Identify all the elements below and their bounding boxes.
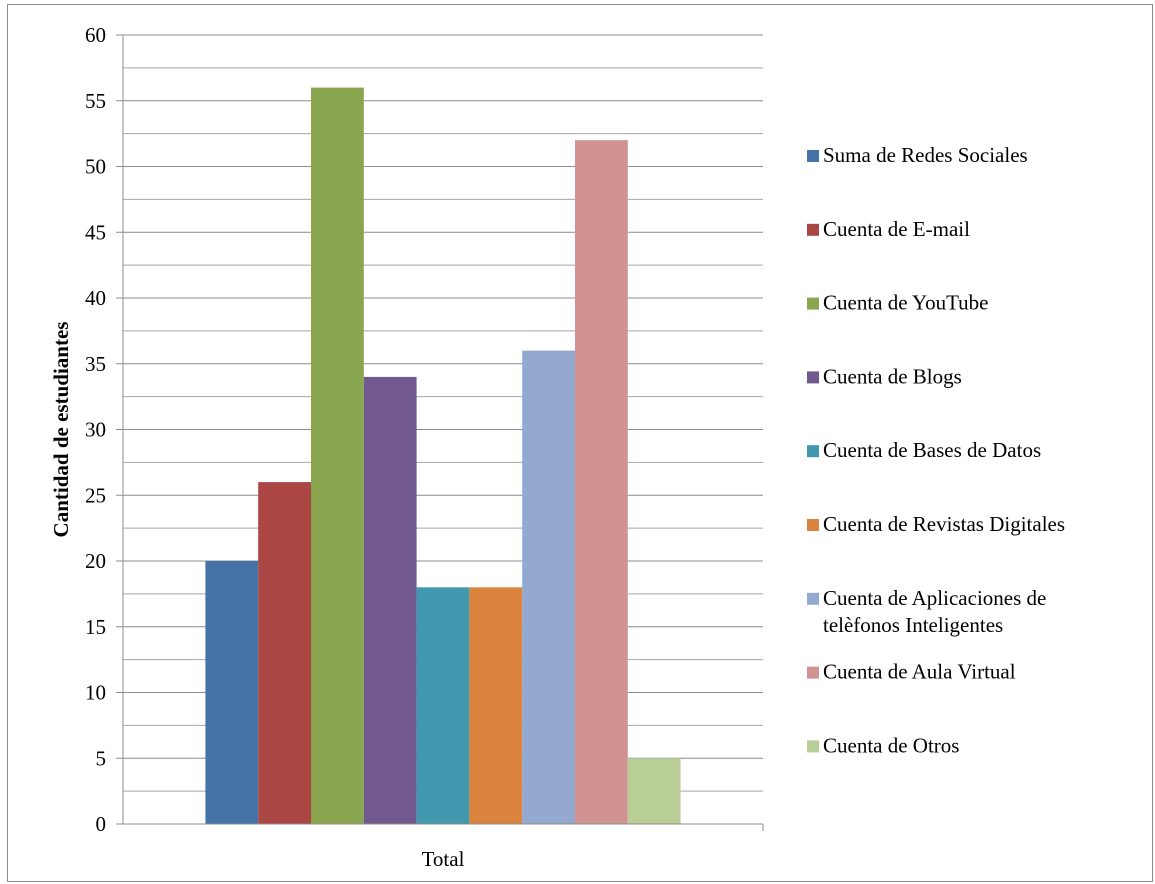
y-tick-label: 5 [96,746,107,770]
y-tick-label: 10 [85,681,106,705]
legend-label: Suma de Redes Sociales [823,143,1028,167]
legend-swatch [807,371,819,384]
legend-item: Cuenta de Revistas Digitales [807,512,1065,536]
bar-cuenta-de-e-mail [258,482,311,824]
y-tick-label: 40 [85,286,106,310]
legend-swatch [807,666,819,679]
legend-label: Cuenta de YouTube [823,291,989,315]
y-tick-label: 30 [85,418,106,442]
bar-cuenta-de-otros [627,758,681,824]
bar-cuenta-de-aula-virtual [575,140,628,824]
legend-swatch [807,592,819,605]
y-tick-label: 60 [85,23,106,47]
legend-item: Cuenta de Aplicaciones de telèfonos Intel… [807,586,1046,637]
axes [116,34,764,831]
bar-cuenta-de-revistas-digitales [469,587,523,824]
legend-item: Suma de Redes Sociales [807,143,1028,167]
x-tick-label: Total [422,847,465,871]
y-tick-label: 45 [85,220,106,244]
legend-swatch [807,519,819,531]
legend-swatch [807,445,819,458]
y-tick-label: 20 [85,549,106,573]
legend-swatch [807,740,819,753]
y-tick-label: 0 [96,812,107,836]
legend-label: Cuenta de Blogs [823,364,962,388]
bar-cuenta-de-youtube [311,87,364,825]
legend-label: Cuenta de Aula Virtual [823,660,1016,684]
y-tick-label: 35 [85,352,106,376]
legend: Suma de Redes Sociales Cuenta de E-mail Cu… [807,143,1065,757]
y-axis-title: Cantidad de estudiantes [49,322,73,538]
bars [205,87,681,825]
bar-cuenta-de-aplicaciones-de-tel-fonos-inteligentes [522,350,575,824]
y-tick-label: 50 [85,155,106,179]
legend-label: Cuenta de Aplicaciones de telèfonos Intel… [823,586,1046,637]
legend-label: Cuenta de Revistas Digitales [823,512,1065,536]
legend-item: Cuenta de Bases de Datos [807,438,1041,462]
y-tick-label: 15 [85,615,106,639]
legend-swatch [807,150,819,162]
legend-label: Cuenta de Bases de Datos [823,438,1041,462]
legend-swatch [807,297,819,310]
legend-item: Cuenta de Blogs [807,364,962,388]
y-tick-label: 25 [85,483,106,507]
legend-swatch [807,223,819,236]
bar-cuenta-de-blogs [363,376,417,824]
legend-item: Cuenta de Otros [807,733,959,757]
y-tick-labels: 0 5 10 15 20 25 30 35 40 45 50 55 60 [85,23,106,836]
legend-item: Cuenta de Aula Virtual [807,660,1016,684]
legend-label: Cuenta de Otros [823,733,959,757]
bar-cuenta-de-bases-de-datos [416,587,470,824]
x-tick-labels: Total [422,847,465,871]
y-tick-label: 55 [85,89,106,113]
bar-suma-de-redes-sociales [205,561,259,824]
legend-item: Cuenta de YouTube [807,291,989,315]
legend-label: Cuenta de E-mail [823,217,970,241]
legend-item: Cuenta de E-mail [807,217,970,241]
